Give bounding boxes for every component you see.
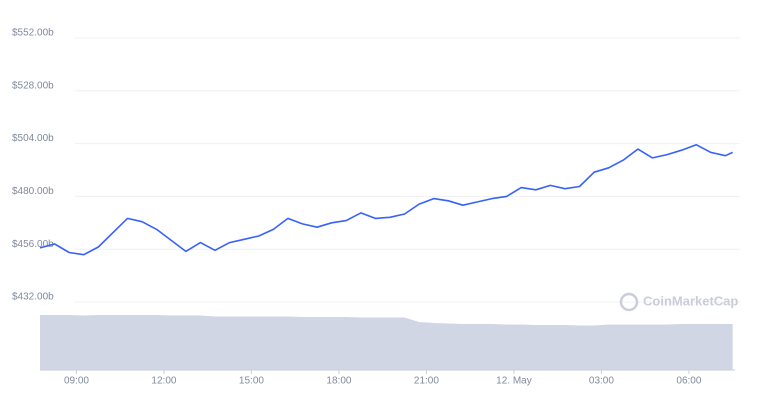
- x-tick-label: 18:00: [326, 376, 351, 387]
- y-tick-label: $528.00b: [12, 80, 54, 91]
- x-tick-label: 15:00: [239, 376, 264, 387]
- volume-area: [40, 315, 733, 370]
- watermark-logo: [619, 292, 639, 312]
- y-tick-label: $432.00b: [12, 292, 54, 303]
- y-tick-label: $480.00b: [12, 186, 54, 197]
- watermark-text: CoinMarketCap: [643, 293, 738, 308]
- x-tick-label: 12:00: [151, 376, 176, 387]
- price-line: [39, 143, 733, 256]
- x-tick-label: 03:00: [589, 376, 614, 387]
- y-tick-label: $504.00b: [12, 133, 54, 144]
- x-tick-label: 09:00: [64, 376, 89, 387]
- y-tick-label: $456.00b: [12, 239, 54, 250]
- x-tick-label: 21:00: [414, 376, 439, 387]
- watermark: CoinMarketCap: [619, 292, 738, 312]
- x-tick-label: 06:00: [676, 376, 701, 387]
- x-tick-label: 12. May: [496, 376, 532, 387]
- y-tick-label: $552.00b: [12, 28, 54, 39]
